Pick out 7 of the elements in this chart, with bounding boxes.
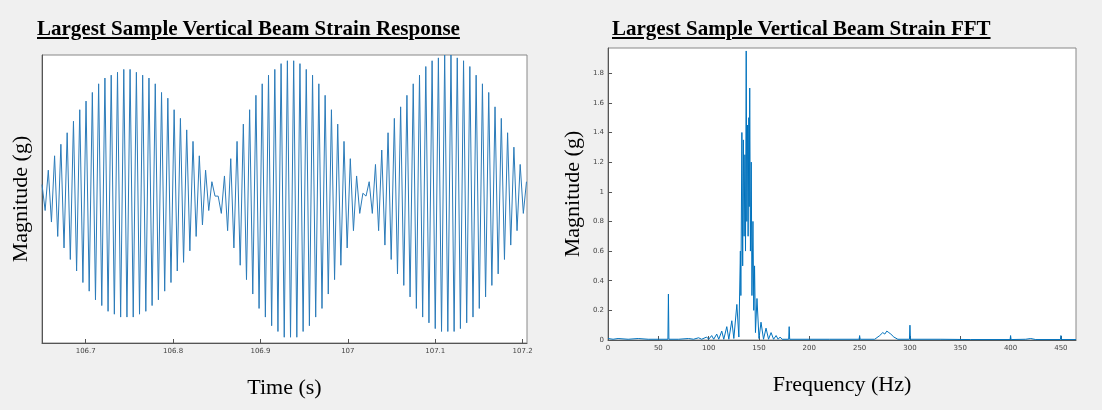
y-axis-title: Magnitude (g) (558, 130, 584, 258)
y-axis-title: Magnitude (g) (6, 135, 32, 263)
chart-title: Largest Sample Vertical Beam Strain Response (37, 16, 460, 41)
line-series (607, 50, 1077, 341)
chart-title: Largest Sample Vertical Beam Strain FFT (612, 16, 991, 41)
x-axis-title: Frequency (Hz) (772, 370, 912, 396)
x-axis-title: Time (s) (247, 373, 322, 399)
